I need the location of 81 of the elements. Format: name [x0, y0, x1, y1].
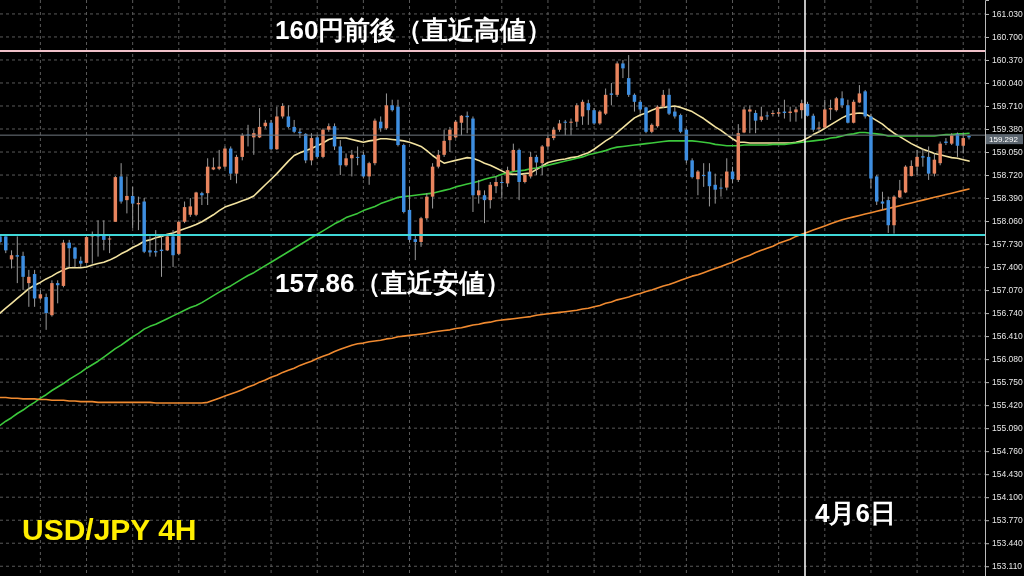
ref-line-label: 157.86（直近安値）	[275, 268, 511, 298]
y-tick-label: 157.070	[992, 285, 1023, 296]
annotation: 4月6日	[815, 498, 896, 528]
candlestick	[413, 234, 418, 261]
y-tick-label: 153.440	[992, 538, 1023, 549]
candlestick	[73, 246, 77, 268]
candlestick	[15, 235, 20, 284]
candlestick	[107, 234, 112, 254]
candlestick	[188, 197, 193, 218]
y-tick-label: 157.400	[992, 262, 1023, 273]
candlestick	[690, 157, 694, 180]
candlestick	[713, 173, 717, 205]
candlestick	[817, 121, 821, 133]
candlestick	[771, 109, 775, 117]
y-tick-label: 155.090	[992, 423, 1023, 434]
candlestick	[344, 152, 348, 168]
candlestick	[200, 191, 204, 206]
candlestick	[898, 179, 902, 199]
candlestick	[419, 216, 423, 248]
text: USD/JPY 4H	[22, 513, 197, 546]
y-tick-label: 156.410	[992, 331, 1023, 342]
candlestick	[194, 191, 198, 217]
candlestick	[748, 104, 752, 134]
candlestick	[765, 111, 769, 121]
candlestick	[217, 149, 221, 171]
y-tick-label: 153.110	[992, 561, 1023, 572]
y-tick-label: 154.760	[992, 446, 1023, 457]
candlestick	[350, 149, 354, 177]
y-tick-label: 156.740	[992, 308, 1023, 319]
y-tick-label: 155.420	[992, 400, 1023, 411]
candlestick	[67, 239, 71, 268]
y-tick-label: 155.750	[992, 377, 1023, 388]
candlestick	[823, 99, 827, 129]
ref-line-label: 160円前後（直近高値）	[275, 14, 553, 45]
candlestick	[148, 235, 152, 258]
line-series	[0, 131, 970, 427]
candlestick	[540, 144, 544, 176]
y-tick-label: 161.030	[992, 9, 1023, 20]
y-tick-label: 160.040	[992, 78, 1023, 89]
candlestick	[27, 269, 31, 308]
candlestick	[286, 104, 291, 129]
candlestick	[102, 219, 106, 251]
y-tick-label: 156.080	[992, 354, 1023, 365]
candlestick	[44, 293, 48, 331]
candlestick	[125, 175, 129, 214]
candlestick	[667, 88, 671, 116]
y-tick-label: 153.770	[992, 515, 1023, 526]
candlestick	[223, 145, 227, 169]
y-tick-label: 159.380	[992, 124, 1023, 135]
y-tick-label: 157.730	[992, 239, 1023, 250]
candlestick	[696, 169, 700, 196]
candlestick	[355, 145, 360, 166]
y-tick-label: 154.430	[992, 469, 1023, 480]
ref-line-label: 159.292	[989, 135, 1019, 145]
candlestick	[367, 161, 371, 186]
line-series	[0, 188, 970, 404]
y-tick-label: 160.700	[992, 32, 1023, 43]
candlestick	[575, 102, 579, 128]
candlestick	[921, 148, 925, 168]
candlestick	[742, 106, 746, 134]
candlestick	[938, 141, 942, 166]
candlestick	[915, 149, 919, 176]
candlestick	[425, 192, 429, 221]
candlestick	[621, 59, 625, 79]
y-tick-label: 159.050	[992, 147, 1023, 158]
candlestick	[494, 175, 498, 194]
y-tick-label: 160.370	[992, 55, 1023, 66]
y-tick-label: 158.060	[992, 216, 1023, 227]
candlestick	[609, 82, 614, 106]
candlestick	[569, 118, 573, 136]
y-tick-label: 159.710	[992, 101, 1023, 112]
candlestick	[442, 129, 446, 158]
candlestick	[21, 251, 25, 291]
candlestick	[500, 175, 504, 199]
y-tick-label: 154.100	[992, 492, 1023, 503]
y-tick-label: 158.720	[992, 170, 1023, 181]
candlestick	[840, 90, 844, 109]
candlestick	[171, 229, 175, 268]
y-tick-label: 158.390	[992, 193, 1023, 204]
candlestick	[719, 178, 723, 198]
candlestick	[794, 106, 798, 123]
